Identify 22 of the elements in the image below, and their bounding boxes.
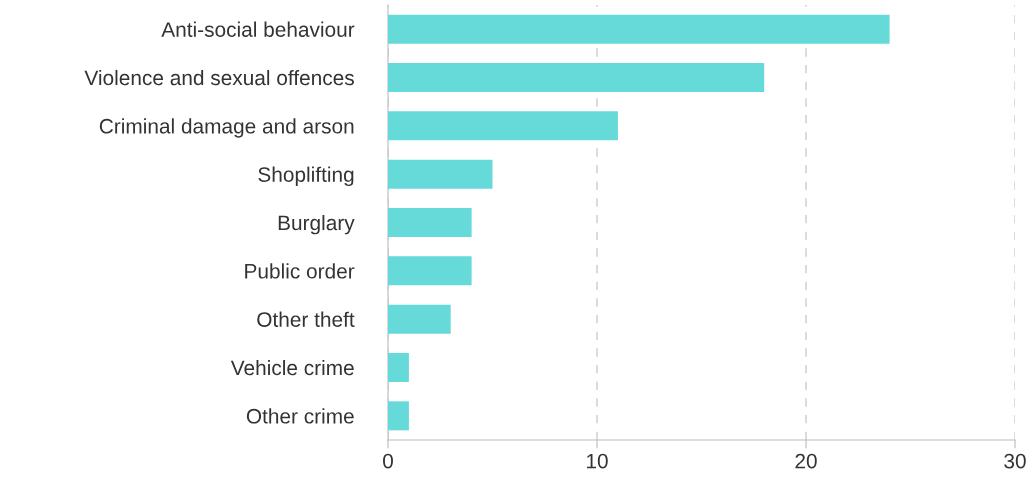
bar [388,14,890,44]
y-tick-label: Other theft [257,311,355,327]
y-tick-label: Criminal damage and arson [99,118,354,138]
x-tick-label: 20 [795,453,817,469]
y-tick-label: Other crime [246,408,354,424]
bar [388,256,472,286]
y-tick-label: Violence and sexual offences [84,69,354,86]
bar [388,304,451,334]
y-tick-label: Public order [245,263,355,279]
bar [388,63,765,92]
bar [388,353,409,382]
y-tick-label: Anti-social behaviour [161,21,355,37]
x-tick-label: 10 [587,453,608,469]
x-tick-label: 0 [383,453,393,469]
x-tick-label: 30 [1004,453,1026,469]
y-tick-label: Shoplifting [258,166,354,187]
bar [388,111,618,141]
y-tick-label: Burglary [278,214,355,235]
bar [388,208,472,237]
y-tick-label: Vehicle crime [230,359,354,376]
bar [388,159,493,189]
bar [388,401,409,431]
